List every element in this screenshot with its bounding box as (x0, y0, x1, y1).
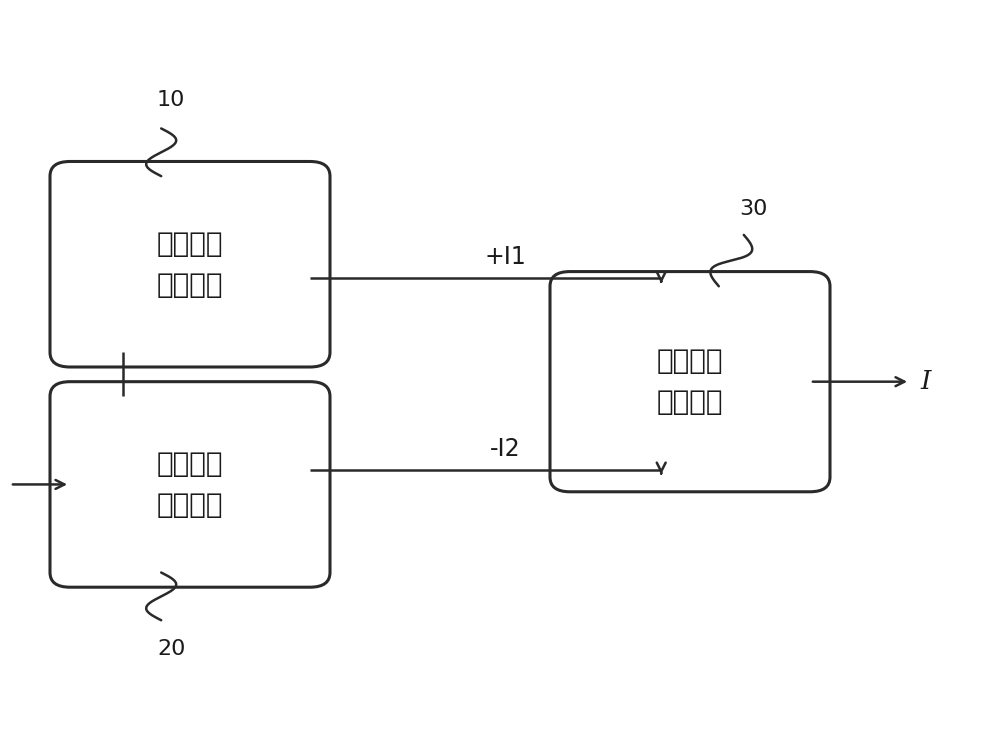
Text: +I1: +I1 (485, 245, 526, 269)
Text: 第二电流
产生模块: 第二电流 产生模块 (157, 450, 223, 519)
Text: 20: 20 (157, 639, 185, 658)
FancyBboxPatch shape (50, 382, 330, 587)
Text: 第一电流
产生模块: 第一电流 产生模块 (157, 230, 223, 299)
FancyBboxPatch shape (50, 161, 330, 367)
FancyBboxPatch shape (550, 272, 830, 492)
Text: -I2: -I2 (490, 437, 521, 461)
Text: 30: 30 (740, 199, 768, 219)
Text: 10: 10 (157, 90, 185, 110)
Text: 基准电流
产生模块: 基准电流 产生模块 (657, 347, 723, 416)
Text: I: I (920, 369, 930, 394)
